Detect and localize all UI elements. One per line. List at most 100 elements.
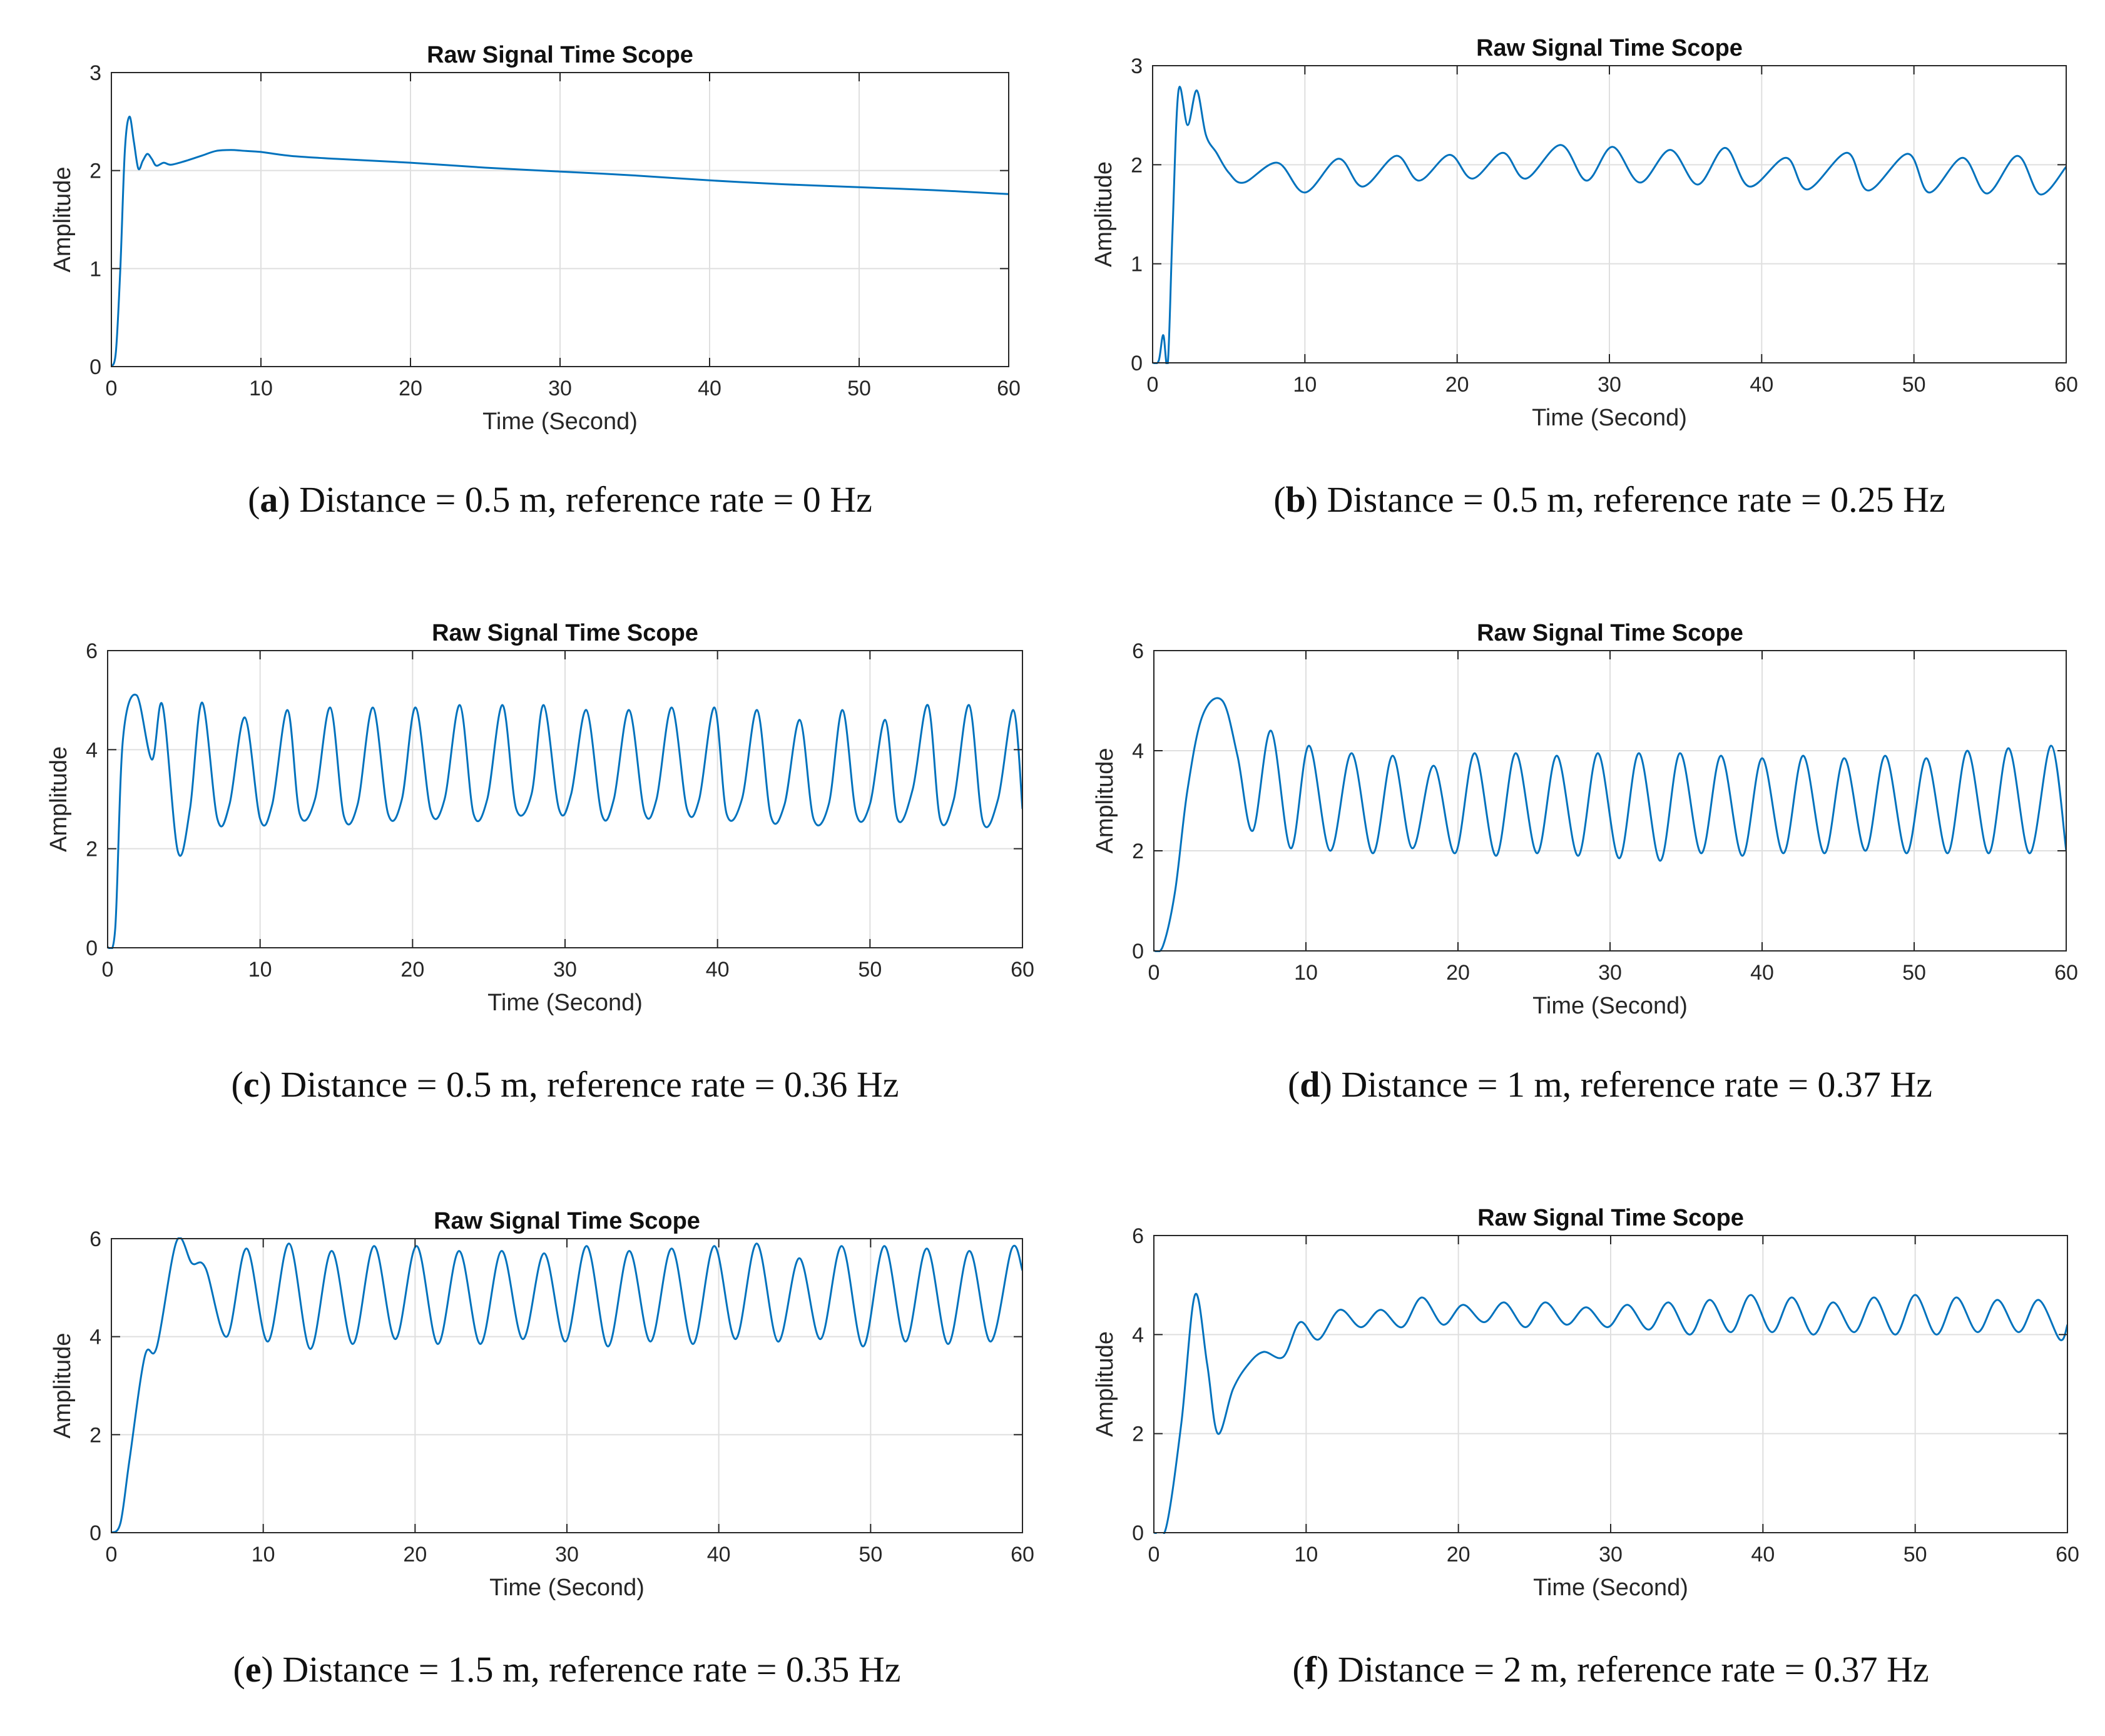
series-line-b-0 bbox=[1153, 86, 2066, 364]
x-tick-label-e-3: 30 bbox=[555, 1543, 579, 1566]
chart-b: 0 10 20 30 40 50 60 0 1 2 3 Raw Signal Time Scope Ti… bbox=[1091, 35, 2078, 431]
x-axis-label-c: Time (Second) bbox=[487, 990, 643, 1016]
x-tick-label-e-2: 20 bbox=[403, 1543, 427, 1566]
x-tick-label-f-3: 30 bbox=[1599, 1543, 1623, 1566]
y-tick-label-c-3: 6 bbox=[86, 639, 98, 663]
figure: 0 10 20 30 40 50 60 0 1 2 3 Raw Signal Time Scope Ti… bbox=[0, 0, 2105, 1690]
x-tick-label-c-6: 60 bbox=[1011, 958, 1034, 982]
x-tick-label-b-6: 60 bbox=[2054, 373, 2078, 397]
y-tick-label-e-0: 0 bbox=[89, 1521, 101, 1545]
x-tick-label-c-3: 30 bbox=[553, 958, 577, 982]
y-axis-label-e: Amplitude bbox=[49, 1333, 76, 1439]
x-tick-label-b-4: 40 bbox=[1750, 373, 1773, 397]
panel-b: 0 10 20 30 40 50 60 0 1 2 3 Raw Signal Time Scope Ti… bbox=[1052, 0, 2105, 566]
y-tick-label-b-3: 3 bbox=[1131, 54, 1143, 78]
series-line-f-0 bbox=[1154, 1292, 2067, 1534]
caption-b: (b) Distance = 0.5 m, reference rate = 0… bbox=[1273, 479, 1945, 520]
caption-text-a: Distance = 0.5 m, reference rate = 0 Hz bbox=[299, 479, 872, 520]
x-tick-label-c-0: 0 bbox=[102, 958, 114, 982]
caption-text-f: Distance = 2 m, reference rate = 0.37 Hz bbox=[1337, 1649, 1929, 1690]
x-tick-label-e-0: 0 bbox=[106, 1543, 118, 1566]
y-tick-label-b-0: 0 bbox=[1131, 352, 1143, 375]
x-tick-label-e-1: 10 bbox=[252, 1543, 275, 1566]
series-line-a-0 bbox=[111, 115, 1009, 367]
x-tick-label-d-3: 30 bbox=[1598, 961, 1622, 985]
x-tick-label-c-1: 10 bbox=[248, 958, 272, 982]
y-tick-label-b-2: 2 bbox=[1131, 153, 1143, 177]
caption-text-c: Distance = 0.5 m, reference rate = 0.36 … bbox=[280, 1064, 899, 1105]
caption-letter-e: e bbox=[245, 1649, 262, 1690]
x-tick-label-d-1: 10 bbox=[1294, 961, 1318, 985]
y-tick-label-a-0: 0 bbox=[89, 355, 101, 379]
panel-f: 0 10 20 30 40 50 60 0 2 4 6 Raw Signal Time Scope Ti… bbox=[1052, 1170, 2105, 1736]
caption-text-d: Distance = 1 m, reference rate = 0.37 Hz bbox=[1341, 1064, 1933, 1105]
panel-c: 0 10 20 30 40 50 60 0 2 4 6 Raw Signal Time Scope Ti… bbox=[0, 585, 1052, 1151]
y-axis-label-a: Amplitude bbox=[49, 167, 76, 273]
x-tick-label-e-4: 40 bbox=[707, 1543, 731, 1566]
panel-d: 0 10 20 30 40 50 60 0 2 4 6 Raw Signal Time Scope Ti… bbox=[1052, 585, 2105, 1151]
x-axis-label-e: Time (Second) bbox=[489, 1575, 645, 1601]
caption-letter-c: c bbox=[243, 1064, 260, 1105]
chart-d: 0 10 20 30 40 50 60 0 2 4 6 Raw Signal Time Scope Ti… bbox=[1092, 620, 2078, 1019]
x-tick-label-b-1: 10 bbox=[1293, 373, 1317, 397]
x-tick-label-f-4: 40 bbox=[1751, 1543, 1775, 1566]
panel-e: 0 10 20 30 40 50 60 0 2 4 6 Raw Signal Time Scope Ti… bbox=[0, 1170, 1052, 1736]
panel-a: 0 10 20 30 40 50 60 0 1 2 3 Raw Signal Time Scope Ti… bbox=[0, 0, 1052, 566]
chart-title-e: Raw Signal Time Scope bbox=[434, 1208, 700, 1234]
x-tick-label-c-5: 50 bbox=[858, 958, 882, 982]
y-tick-label-a-1: 1 bbox=[89, 257, 101, 281]
y-tick-label-d-0: 0 bbox=[1132, 940, 1144, 963]
x-tick-label-e-6: 60 bbox=[1011, 1543, 1034, 1566]
y-tick-label-e-2: 4 bbox=[89, 1326, 101, 1349]
x-tick-label-c-4: 40 bbox=[706, 958, 730, 982]
y-tick-label-f-3: 6 bbox=[1132, 1224, 1144, 1248]
caption-letter-d: d bbox=[1300, 1064, 1320, 1105]
caption-d: (d) Distance = 1 m, reference rate = 0.3… bbox=[1287, 1064, 1933, 1105]
x-tick-label-a-2: 20 bbox=[399, 377, 422, 400]
chart-title-f: Raw Signal Time Scope bbox=[1477, 1205, 1744, 1231]
y-axis-label-d: Amplitude bbox=[1092, 748, 1118, 854]
caption-text-b: Distance = 0.5 m, reference rate = 0.25 … bbox=[1327, 479, 1945, 520]
series-line-c-0 bbox=[108, 693, 1022, 949]
x-tick-label-d-2: 20 bbox=[1446, 961, 1470, 985]
y-tick-label-d-3: 6 bbox=[1132, 639, 1144, 663]
x-axis-label-f: Time (Second) bbox=[1533, 1575, 1688, 1601]
caption-letter-f: f bbox=[1304, 1649, 1317, 1690]
x-tick-label-f-0: 0 bbox=[1148, 1543, 1160, 1566]
x-tick-label-a-3: 30 bbox=[548, 377, 572, 400]
y-tick-label-c-0: 0 bbox=[86, 937, 98, 960]
x-tick-label-b-5: 50 bbox=[1902, 373, 1926, 397]
x-axis-label-a: Time (Second) bbox=[482, 409, 638, 435]
x-tick-label-f-1: 10 bbox=[1294, 1543, 1318, 1566]
x-tick-label-d-5: 50 bbox=[1902, 961, 1926, 985]
caption-f: (f) Distance = 2 m, reference rate = 0.3… bbox=[1292, 1649, 1929, 1690]
y-tick-label-b-1: 1 bbox=[1131, 253, 1143, 277]
x-tick-label-f-5: 50 bbox=[1904, 1543, 1927, 1566]
x-tick-label-d-4: 40 bbox=[1750, 961, 1774, 985]
y-axis-label-b: Amplitude bbox=[1091, 161, 1117, 267]
caption-text-e: Distance = 1.5 m, reference rate = 0.35 … bbox=[282, 1649, 901, 1690]
y-tick-label-e-1: 2 bbox=[89, 1423, 101, 1447]
x-tick-label-d-0: 0 bbox=[1148, 961, 1160, 985]
chart-title-c: Raw Signal Time Scope bbox=[432, 620, 698, 646]
series-line-d-0 bbox=[1154, 697, 2066, 952]
x-tick-label-c-2: 20 bbox=[400, 958, 424, 982]
x-tick-label-b-0: 0 bbox=[1147, 373, 1159, 397]
y-tick-label-f-2: 4 bbox=[1132, 1323, 1144, 1347]
caption-letter-a: a bbox=[260, 479, 278, 520]
y-tick-label-d-2: 4 bbox=[1132, 739, 1144, 763]
y-tick-label-d-1: 2 bbox=[1132, 840, 1144, 863]
chart-title-a: Raw Signal Time Scope bbox=[427, 42, 693, 68]
y-tick-label-c-2: 4 bbox=[86, 738, 98, 762]
chart-c: 0 10 20 30 40 50 60 0 2 4 6 Raw Signal Time Scope Ti… bbox=[46, 620, 1034, 1016]
x-axis-label-b: Time (Second) bbox=[1532, 405, 1687, 431]
caption-a: (a) Distance = 0.5 m, reference rate = 0… bbox=[248, 479, 872, 520]
x-tick-label-b-3: 30 bbox=[1598, 373, 1621, 397]
x-tick-label-a-4: 40 bbox=[698, 377, 721, 400]
x-tick-label-e-5: 50 bbox=[859, 1543, 882, 1566]
y-axis-label-f: Amplitude bbox=[1092, 1331, 1118, 1437]
y-axis-label-c: Amplitude bbox=[46, 746, 72, 852]
caption-c: (c) Distance = 0.5 m, reference rate = 0… bbox=[231, 1064, 899, 1105]
chart-e: 0 10 20 30 40 50 60 0 2 4 6 Raw Signal Time Scope Ti… bbox=[49, 1208, 1034, 1601]
series-line-e-0 bbox=[111, 1237, 1022, 1534]
